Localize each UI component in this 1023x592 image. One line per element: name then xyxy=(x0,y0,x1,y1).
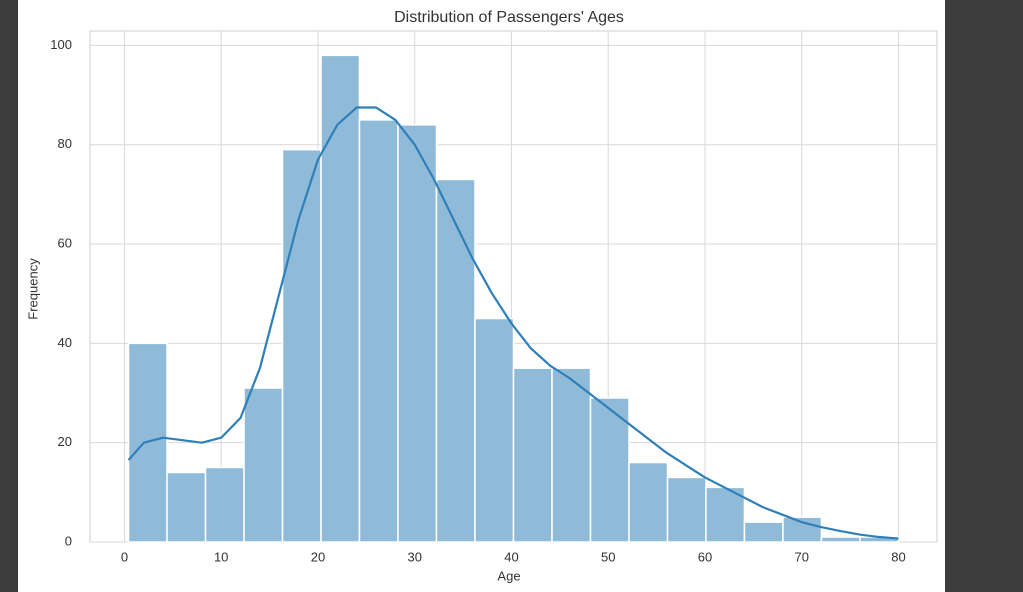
x-tick-label: 50 xyxy=(601,549,615,564)
kde-line xyxy=(127,106,899,540)
bar xyxy=(320,54,361,543)
y-tick-label: 80 xyxy=(58,136,72,151)
bar xyxy=(512,367,553,543)
x-tick-label: 0 xyxy=(121,549,128,564)
y-tick-label: 20 xyxy=(58,434,72,449)
x-tick-label: 60 xyxy=(698,549,712,564)
bar xyxy=(782,516,823,543)
bar xyxy=(243,387,284,543)
x-tick-label: 10 xyxy=(214,549,228,564)
y-tick-label: 40 xyxy=(58,335,72,350)
bar xyxy=(435,178,476,543)
y-tick-label: 0 xyxy=(65,533,72,548)
x-tick-label: 40 xyxy=(504,549,518,564)
chart-title: Distribution of Passengers' Ages xyxy=(394,9,624,26)
bar xyxy=(589,397,630,543)
bar xyxy=(204,466,245,543)
x-tick-label: 30 xyxy=(407,549,421,564)
bar xyxy=(551,367,592,543)
bar xyxy=(358,119,399,543)
bar xyxy=(628,461,669,543)
x-axis-label: Age xyxy=(497,568,520,583)
bar xyxy=(397,124,438,543)
bar xyxy=(666,476,707,543)
bar xyxy=(166,471,207,543)
bar xyxy=(705,486,746,543)
x-tick-label: 80 xyxy=(891,549,905,564)
x-tick-label: 70 xyxy=(795,549,809,564)
bar xyxy=(474,317,515,543)
bar xyxy=(820,536,861,543)
y-axis-label: Frequency xyxy=(25,258,40,320)
x-tick-label: 20 xyxy=(311,549,325,564)
y-tick-label: 100 xyxy=(50,37,72,52)
y-tick-label: 60 xyxy=(58,235,72,250)
bar xyxy=(743,521,784,543)
bar xyxy=(281,148,322,543)
